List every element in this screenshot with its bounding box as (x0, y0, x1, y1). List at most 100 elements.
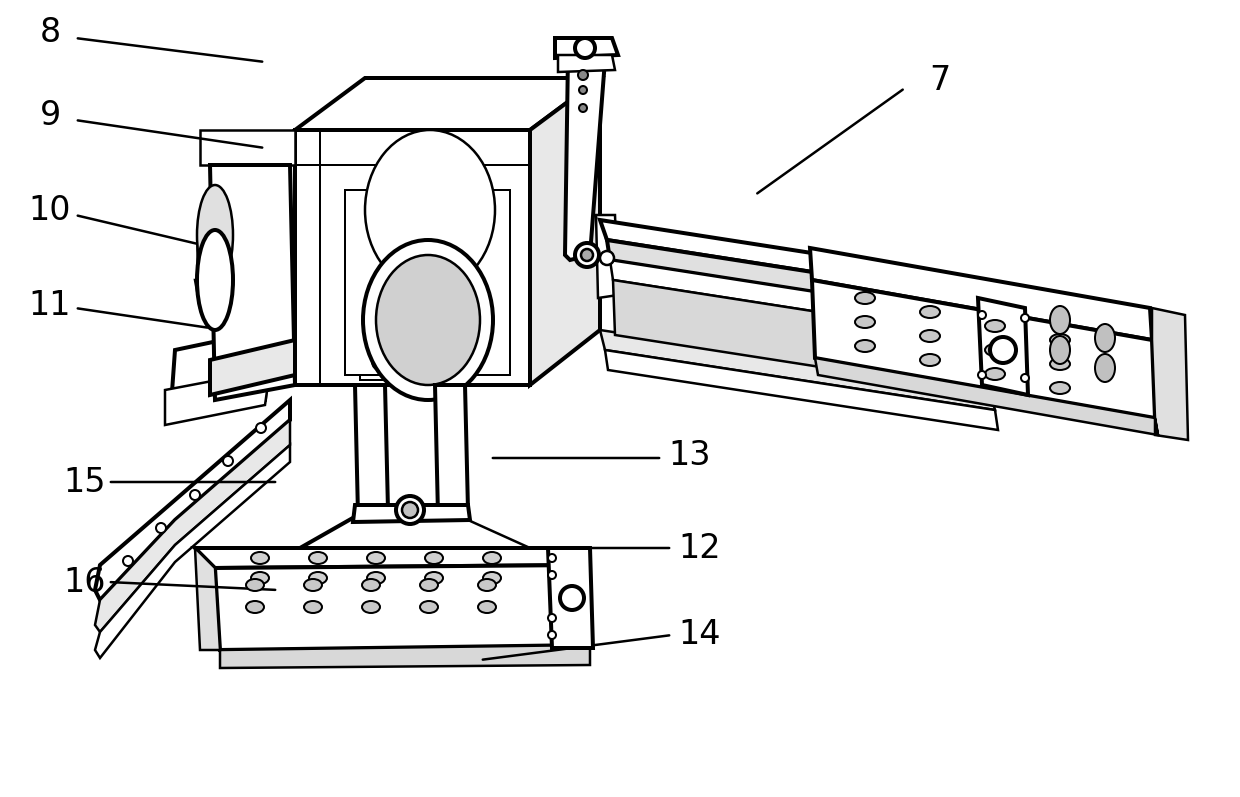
Circle shape (212, 292, 224, 304)
Polygon shape (95, 400, 290, 600)
Circle shape (990, 337, 1016, 363)
Circle shape (190, 490, 200, 500)
Polygon shape (219, 645, 590, 668)
Ellipse shape (985, 368, 1004, 380)
Circle shape (372, 354, 388, 370)
Polygon shape (195, 548, 585, 568)
Text: 15: 15 (63, 465, 107, 498)
Ellipse shape (420, 579, 438, 591)
Ellipse shape (246, 601, 264, 613)
Polygon shape (210, 165, 295, 400)
Ellipse shape (1050, 382, 1070, 394)
Ellipse shape (484, 552, 501, 564)
Polygon shape (810, 248, 1152, 340)
Ellipse shape (250, 552, 269, 564)
Circle shape (402, 502, 418, 518)
Text: 14: 14 (678, 618, 722, 651)
Ellipse shape (304, 579, 322, 591)
Circle shape (578, 70, 588, 80)
Circle shape (156, 523, 166, 533)
Ellipse shape (1050, 306, 1070, 334)
Ellipse shape (1050, 358, 1070, 370)
Text: 8: 8 (40, 15, 61, 49)
Ellipse shape (420, 601, 438, 613)
Polygon shape (95, 445, 290, 658)
Ellipse shape (484, 572, 501, 584)
Ellipse shape (367, 552, 384, 564)
Circle shape (396, 496, 424, 524)
Polygon shape (295, 130, 529, 385)
Text: 13: 13 (668, 438, 712, 472)
Polygon shape (548, 548, 593, 648)
Text: 11: 11 (29, 289, 71, 321)
Polygon shape (558, 55, 615, 72)
Circle shape (600, 251, 614, 265)
Polygon shape (600, 220, 992, 300)
Ellipse shape (246, 579, 264, 591)
Polygon shape (210, 340, 295, 395)
Polygon shape (596, 215, 618, 298)
Circle shape (1021, 374, 1029, 382)
Polygon shape (295, 78, 600, 130)
Polygon shape (215, 565, 590, 650)
Circle shape (582, 249, 593, 261)
Text: 10: 10 (29, 194, 71, 226)
Polygon shape (1152, 308, 1188, 440)
Ellipse shape (477, 579, 496, 591)
Polygon shape (170, 330, 270, 420)
Circle shape (978, 311, 986, 319)
Ellipse shape (367, 572, 384, 584)
Ellipse shape (856, 340, 875, 352)
Ellipse shape (985, 344, 1004, 356)
Text: 7: 7 (929, 64, 951, 96)
Polygon shape (565, 48, 605, 260)
Circle shape (1021, 314, 1029, 322)
Polygon shape (200, 130, 295, 165)
Polygon shape (610, 260, 998, 340)
Ellipse shape (309, 552, 327, 564)
Ellipse shape (197, 230, 233, 330)
Ellipse shape (1095, 324, 1115, 352)
Circle shape (579, 86, 587, 94)
Ellipse shape (920, 330, 940, 342)
Polygon shape (605, 350, 998, 430)
Circle shape (978, 371, 986, 379)
Ellipse shape (920, 354, 940, 366)
Ellipse shape (1050, 334, 1070, 346)
Text: 16: 16 (63, 566, 107, 599)
Polygon shape (812, 280, 1154, 418)
Polygon shape (353, 505, 470, 522)
Ellipse shape (362, 579, 379, 591)
Text: 9: 9 (40, 99, 61, 132)
Circle shape (575, 38, 595, 58)
Ellipse shape (363, 240, 494, 400)
Ellipse shape (856, 292, 875, 304)
Ellipse shape (920, 306, 940, 318)
Polygon shape (978, 298, 1028, 395)
Polygon shape (195, 280, 246, 308)
Ellipse shape (376, 255, 480, 385)
Circle shape (548, 554, 556, 562)
Polygon shape (608, 240, 994, 320)
Circle shape (560, 586, 584, 610)
Ellipse shape (477, 601, 496, 613)
Circle shape (213, 307, 223, 317)
Circle shape (548, 571, 556, 579)
Ellipse shape (1095, 354, 1115, 382)
Circle shape (548, 614, 556, 622)
Polygon shape (355, 385, 388, 515)
Circle shape (548, 631, 556, 639)
Ellipse shape (309, 572, 327, 584)
Ellipse shape (250, 572, 269, 584)
Ellipse shape (425, 552, 443, 564)
Circle shape (579, 104, 587, 112)
Circle shape (223, 456, 233, 466)
Polygon shape (195, 548, 219, 650)
Polygon shape (529, 78, 600, 385)
Polygon shape (95, 420, 290, 632)
Ellipse shape (197, 185, 233, 285)
Polygon shape (345, 190, 510, 375)
Ellipse shape (304, 601, 322, 613)
Polygon shape (815, 358, 1158, 435)
Circle shape (123, 556, 133, 566)
